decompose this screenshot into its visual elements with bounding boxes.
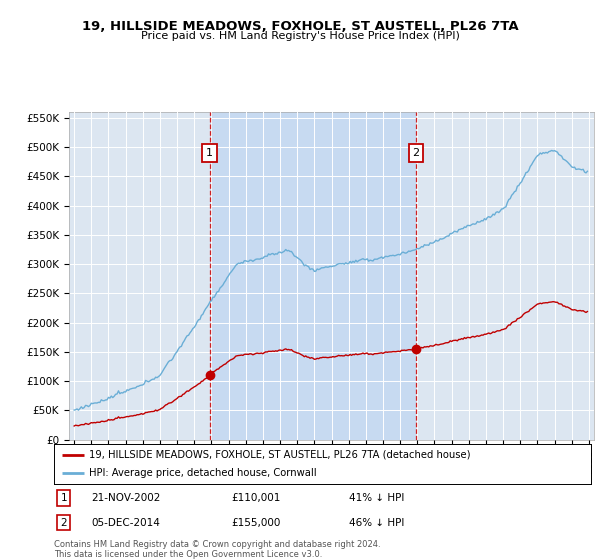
Text: 2: 2 [61, 517, 67, 528]
Text: Contains HM Land Registry data © Crown copyright and database right 2024.
This d: Contains HM Land Registry data © Crown c… [54, 540, 380, 559]
Text: 05-DEC-2014: 05-DEC-2014 [92, 517, 160, 528]
Text: 41% ↓ HPI: 41% ↓ HPI [349, 493, 405, 503]
Text: 19, HILLSIDE MEADOWS, FOXHOLE, ST AUSTELL, PL26 7TA: 19, HILLSIDE MEADOWS, FOXHOLE, ST AUSTEL… [82, 20, 518, 32]
Text: £155,000: £155,000 [231, 517, 281, 528]
Text: HPI: Average price, detached house, Cornwall: HPI: Average price, detached house, Corn… [89, 468, 317, 478]
Bar [209, 112, 416, 440]
Text: 46% ↓ HPI: 46% ↓ HPI [349, 517, 405, 528]
Text: 19, HILLSIDE MEADOWS, FOXHOLE, ST AUSTELL, PL26 7TA (detached house): 19, HILLSIDE MEADOWS, FOXHOLE, ST AUSTEL… [89, 450, 470, 460]
Text: 21-NOV-2002: 21-NOV-2002 [92, 493, 161, 503]
Text: 1: 1 [206, 148, 213, 158]
Text: 2: 2 [412, 148, 419, 158]
Text: Price paid vs. HM Land Registry's House Price Index (HPI): Price paid vs. HM Land Registry's House … [140, 31, 460, 41]
Text: 1: 1 [61, 493, 67, 503]
Text: £110,001: £110,001 [231, 493, 281, 503]
